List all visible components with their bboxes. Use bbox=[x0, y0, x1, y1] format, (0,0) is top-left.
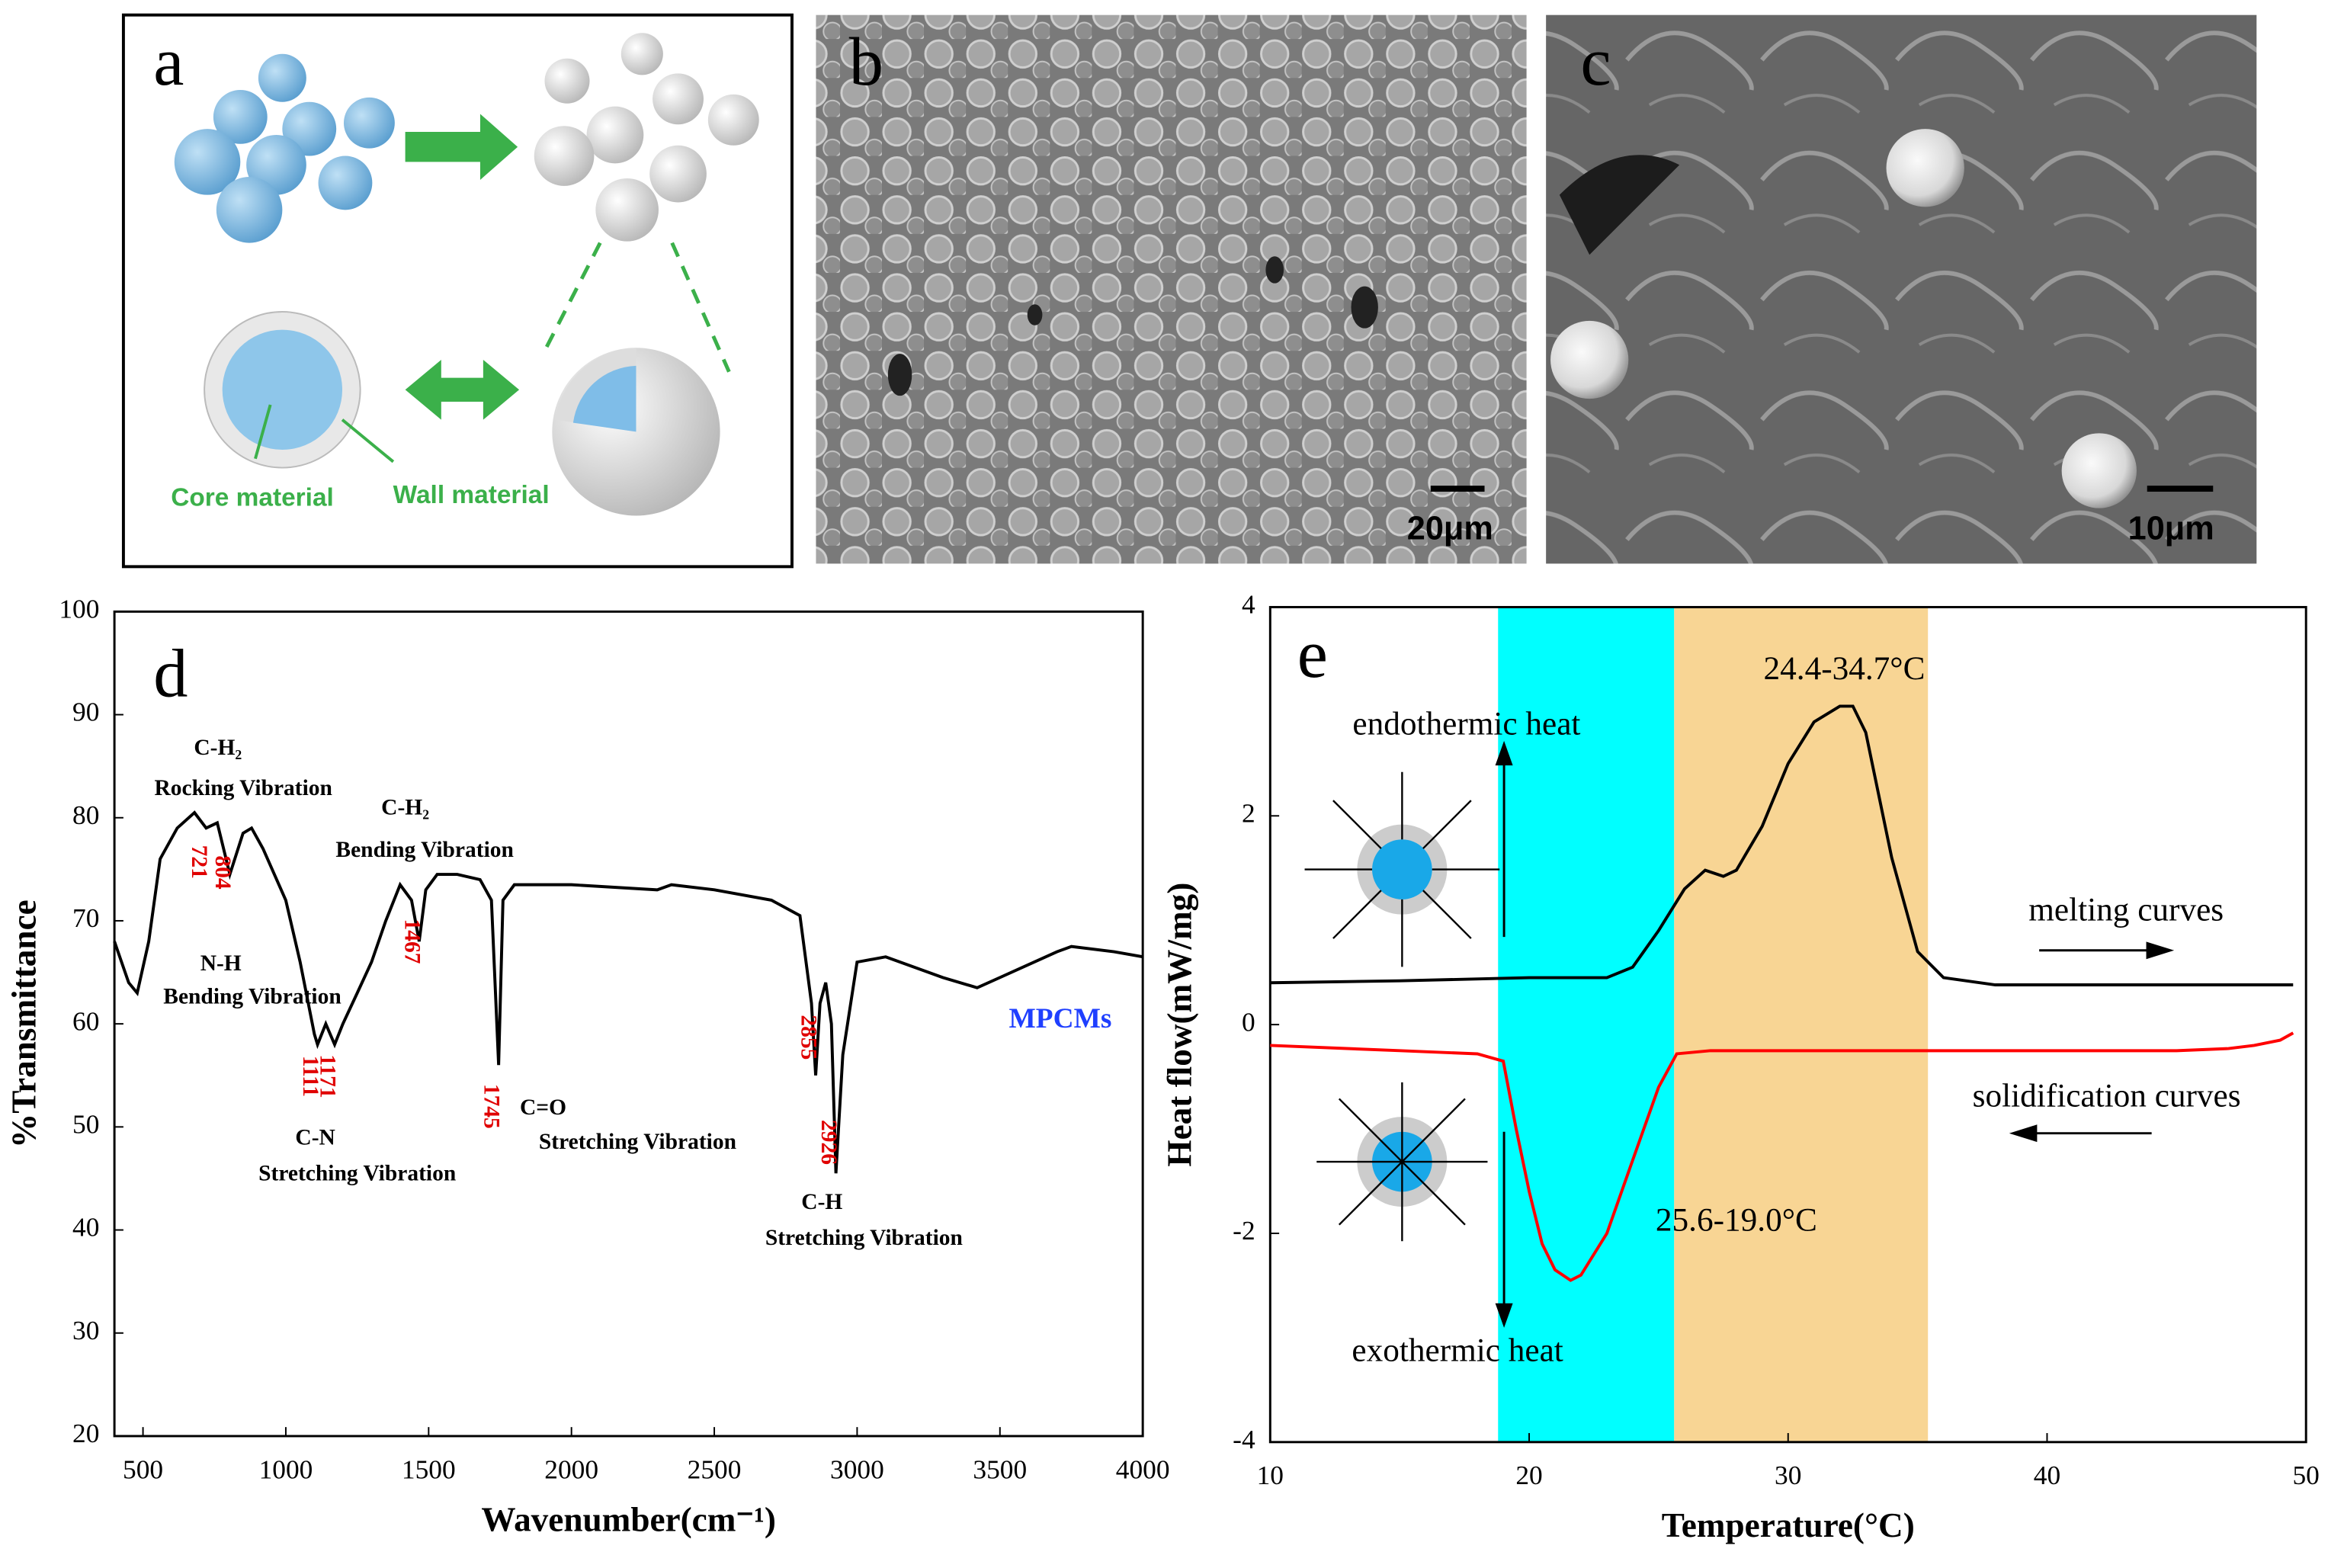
x-tick-label: 1500 bbox=[402, 1454, 456, 1484]
y-tick-label: 30 bbox=[72, 1315, 99, 1345]
x-tick-label: 500 bbox=[123, 1454, 163, 1484]
x-tick-label: 4000 bbox=[1116, 1454, 1170, 1484]
shaded-band bbox=[1674, 607, 1929, 1442]
annotation: C-H₂ bbox=[381, 796, 429, 820]
panel-label: b bbox=[849, 23, 883, 100]
annotation: Stretching Vibration bbox=[258, 1162, 456, 1186]
panel-label: c bbox=[1580, 23, 1611, 100]
plot-frame bbox=[113, 610, 1144, 1438]
scale-bar-label: 10μm bbox=[2128, 511, 2214, 547]
y-tick-label: 40 bbox=[72, 1212, 99, 1243]
y-tick-label: 90 bbox=[72, 697, 99, 727]
peak-label: 1745 bbox=[479, 1084, 504, 1129]
x-tick-label: 3500 bbox=[973, 1454, 1027, 1484]
curve-label: melting curves bbox=[2028, 892, 2224, 928]
icons bbox=[1304, 740, 2175, 1328]
annotation: C-H₂ bbox=[194, 736, 242, 760]
peak-label: 1111 bbox=[298, 1056, 322, 1097]
data-line bbox=[1270, 1031, 2294, 1282]
y-tick-label: 4 bbox=[1242, 589, 1255, 620]
y-axis-label: %Transmittance bbox=[5, 899, 43, 1148]
annotation: 24.4-34.7°C bbox=[1764, 650, 1926, 687]
peak-label: 1171 bbox=[315, 1054, 339, 1098]
y-tick-label: 60 bbox=[72, 1005, 99, 1036]
y-tick-label: 2 bbox=[1242, 797, 1255, 828]
data-line bbox=[113, 810, 1143, 1174]
annotation: C-N bbox=[295, 1125, 335, 1150]
annotation: C-H bbox=[801, 1190, 842, 1214]
y-tick-label: 50 bbox=[72, 1108, 99, 1139]
peak-label: 721 bbox=[187, 845, 211, 879]
annotation: Bending Vibration bbox=[335, 838, 514, 862]
x-axis-label: Temperature(°C) bbox=[1662, 1506, 1915, 1544]
y-tick-label: 70 bbox=[72, 903, 99, 933]
panel-a: Core material Wall material a bbox=[121, 13, 794, 569]
panel-label: a bbox=[153, 23, 184, 100]
core-label: Core material bbox=[171, 484, 334, 512]
y-tick-label: -2 bbox=[1233, 1215, 1255, 1246]
annotation: N-H bbox=[200, 951, 242, 976]
shaded-band bbox=[1498, 607, 1675, 1442]
x-tick-label: 2000 bbox=[544, 1454, 598, 1484]
panel-b: 20μm b bbox=[816, 14, 1527, 564]
peak-label: 804 bbox=[210, 855, 235, 889]
peak-label: 2926 bbox=[816, 1120, 841, 1165]
x-tick-label: 50 bbox=[2292, 1460, 2319, 1490]
x-tick-label: 3000 bbox=[830, 1454, 884, 1484]
x-axis-label: Wavenumber(cm⁻¹) bbox=[481, 1500, 776, 1538]
annotation: C=O bbox=[520, 1095, 566, 1120]
x-tick-label: 10 bbox=[1257, 1460, 1284, 1490]
annotation: Stretching Vibration bbox=[765, 1226, 963, 1250]
y-tick-label: 0 bbox=[1242, 1006, 1255, 1037]
x-tick-label: 40 bbox=[2034, 1460, 2060, 1490]
y-tick-label: 80 bbox=[72, 800, 99, 830]
wall-label: Wall material bbox=[393, 481, 550, 509]
annotation: endothermic heat bbox=[1352, 706, 1580, 742]
x-tick-label: 2500 bbox=[688, 1454, 742, 1484]
panel-c: 10μm c bbox=[1546, 14, 2257, 564]
y-tick-label: 20 bbox=[72, 1418, 99, 1448]
annotation: Stretching Vibration bbox=[539, 1130, 736, 1154]
annotation: Rocking Vibration bbox=[154, 776, 332, 800]
y-tick-label: -4 bbox=[1233, 1424, 1255, 1454]
y-tick-label: 100 bbox=[59, 593, 99, 624]
y-axis-label: Heat flow(mW/mg) bbox=[1161, 883, 1199, 1167]
scale-bar-label: 20μm bbox=[1407, 511, 1493, 547]
x-tick-label: 20 bbox=[1515, 1460, 1542, 1490]
annotation: Bending Vibration bbox=[163, 984, 341, 1008]
annotation: exothermic heat bbox=[1352, 1332, 1563, 1369]
x-tick-label: 1000 bbox=[259, 1454, 313, 1484]
peak-label: 2855 bbox=[797, 1015, 821, 1060]
annotation: 25.6-19.0°C bbox=[1656, 1202, 1817, 1239]
curve-label: solidification curves bbox=[1973, 1077, 2241, 1114]
panel-label: e bbox=[1297, 615, 1328, 692]
peak-label: 1467 bbox=[399, 919, 424, 964]
x-tick-label: 30 bbox=[1775, 1460, 1801, 1490]
data-line bbox=[1270, 704, 2294, 986]
legend-label: MPCMs bbox=[1009, 1003, 1112, 1034]
panel-label: d bbox=[153, 635, 188, 712]
